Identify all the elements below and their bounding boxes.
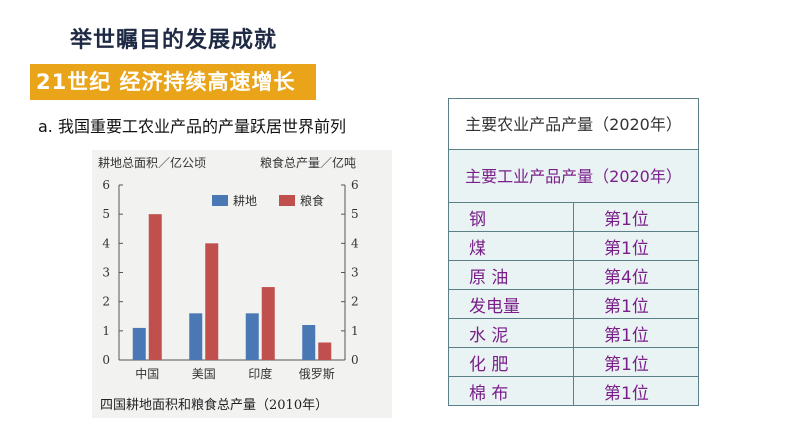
y-tick-label-left: 0 [102,353,110,367]
table-row: 发电量 第1位 [448,289,700,319]
bar-farmland [302,325,316,360]
x-category-label: 印度 [248,366,272,381]
y-tick-label-right: 5 [351,207,359,221]
legend-swatch [212,195,228,206]
y-tick-label-right: 2 [351,295,359,309]
slide-title: 举世瞩目的发展成就 [70,28,278,53]
section-banner: 21世纪 经济持续高速增长 [30,64,316,100]
y-tick-label-left: 4 [102,236,110,250]
table-row: 煤第1位 [448,231,700,261]
y-tick-label-left: 2 [102,295,110,309]
chart-caption: 四国耕地面积和粮食总产量（2010年） [100,397,328,413]
y-tick-label-left: 1 [102,324,110,338]
product-name: 原 油 [448,260,574,290]
bar-farmland [245,313,259,360]
product-name: 钢 [448,202,574,232]
y-tick-label-right: 1 [351,324,359,338]
production-table: 主要农业产品产量（2020年） 主要工业产品产量（2020年） 钢第1位煤第1位… [447,98,700,406]
bar-grain [148,214,162,360]
x-category-label: 俄罗斯 [299,367,335,381]
y-tick-label-left: 5 [102,207,110,221]
product-rank: 第1位 [572,289,700,319]
table-row: 原 油第4位 [448,260,700,290]
product-rank: 第1位 [572,202,700,232]
product-name: 化 肥 [448,347,574,377]
y-tick-label-right: 4 [351,236,359,250]
bar-farmland [189,313,203,360]
product-name: 煤 [448,231,574,261]
product-name: 水 泥 [448,318,574,348]
product-name: 发电量 [448,289,574,319]
product-name: 棉 布 [448,376,574,406]
table-row: 化 肥第1位 [448,347,700,377]
bar-grain [205,243,219,360]
bar-farmland [132,327,146,360]
y-tick-label-right: 6 [351,178,359,192]
legend-label: 耕地 [233,193,257,208]
bar-chart: 耕地总面积／亿公顷 粮食总产量／亿吨 0 0 1 1 2 2 3 3 4 4 5 5 6 6 中国 美国 印度 俄… [98,155,359,413]
y-tick-label-left: 6 [102,178,110,192]
product-rank: 第4位 [572,260,700,290]
table-row: 棉 布第1位 [448,376,700,406]
legend-swatch [279,195,295,206]
table-row: 水 泥第1位 [448,318,700,348]
table-row: 钢第1位 [448,202,700,232]
y-tick-label-right: 3 [351,266,359,280]
y-axis-right-label: 粮食总产量／亿吨 [260,155,356,170]
subheading: a. 我国重要工农业产品的产量跃居世界前列 [38,117,346,136]
y-tick-label-left: 3 [102,266,110,280]
x-category-label: 美国 [192,367,216,381]
product-rank: 第1位 [572,347,700,377]
bar-grain [261,287,275,360]
product-rank: 第1位 [572,318,700,348]
industry-products-header: 主要工业产品产量（2020年） [447,149,700,203]
y-axis-left-label: 耕地总面积／亿公顷 [98,155,206,170]
chart-panel: 耕地总面积／亿公顷 粮食总产量／亿吨 0 0 1 1 2 2 3 3 4 4 5 5 6 6 中国 美国 印度 俄… [92,150,392,418]
product-rank: 第1位 [572,376,700,406]
product-rank: 第1位 [572,231,700,261]
agri-products-header: 主要农业产品产量（2020年） [447,98,700,150]
legend-label: 粮食 [300,193,324,208]
bar-grain [318,342,332,360]
y-tick-label-right: 0 [351,353,359,367]
x-category-label: 中国 [135,366,159,381]
